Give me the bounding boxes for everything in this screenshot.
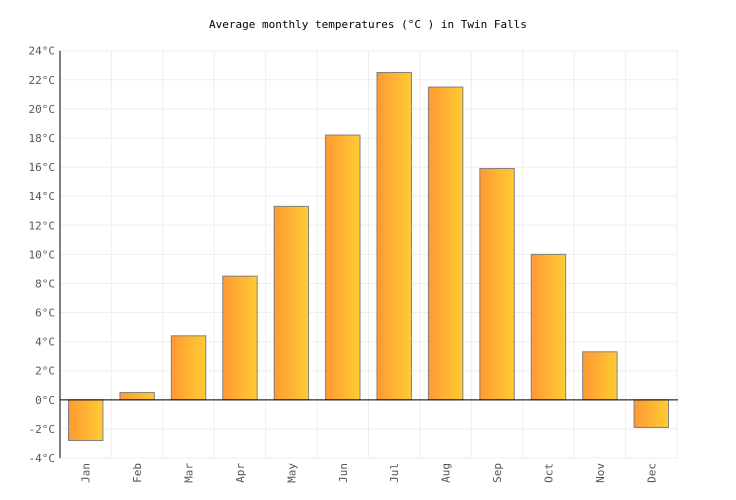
y-tick-label: 10°C bbox=[29, 248, 56, 261]
x-tick-label: Jan bbox=[80, 463, 93, 483]
bar-nov bbox=[582, 351, 618, 401]
bar-apr bbox=[222, 275, 258, 401]
x-tick-label: Apr bbox=[234, 463, 247, 483]
x-tick-label: Jun bbox=[337, 463, 350, 483]
x-tick-label: Aug bbox=[440, 463, 453, 483]
y-tick-label: 0°C bbox=[35, 394, 55, 407]
chart-title: Average monthly temperatures (°C ) in Tw… bbox=[209, 18, 527, 31]
y-tick-label: 4°C bbox=[35, 336, 55, 349]
y-tick-label: 22°C bbox=[29, 74, 56, 87]
y-tick-label: -4°C bbox=[29, 452, 56, 465]
bar-may bbox=[273, 205, 310, 401]
x-tick-label: Nov bbox=[594, 463, 607, 483]
y-tick-label: 24°C bbox=[29, 45, 56, 58]
bar-jun bbox=[325, 134, 361, 401]
bar-mar bbox=[170, 335, 207, 401]
y-tick-label: 12°C bbox=[29, 219, 56, 232]
y-tick-label: 16°C bbox=[29, 161, 56, 174]
y-tick-label: -2°C bbox=[29, 423, 56, 436]
y-tick-label: 20°C bbox=[29, 103, 56, 116]
bar-oct bbox=[530, 253, 567, 401]
bar-jul bbox=[376, 72, 412, 401]
bar-jan bbox=[68, 399, 104, 442]
bar-feb bbox=[119, 392, 155, 401]
y-tick-label: 8°C bbox=[35, 277, 55, 290]
x-tick-label: Feb bbox=[131, 463, 144, 483]
bar-dec bbox=[633, 399, 669, 428]
y-tick-label: 2°C bbox=[35, 365, 55, 378]
x-tick-label: Dec bbox=[645, 463, 658, 483]
y-tick-label: 6°C bbox=[35, 307, 55, 320]
x-tick-label: Mar bbox=[183, 463, 196, 483]
x-tick-label: May bbox=[285, 463, 298, 483]
x-tick-label: Oct bbox=[542, 463, 555, 483]
bar-aug bbox=[427, 86, 464, 401]
y-tick-label: 18°C bbox=[29, 132, 56, 145]
x-tick-label: Jul bbox=[388, 463, 401, 483]
bar-sep bbox=[479, 168, 515, 401]
x-tick-label: Sep bbox=[491, 463, 504, 483]
y-tick-label: 14°C bbox=[29, 190, 56, 203]
